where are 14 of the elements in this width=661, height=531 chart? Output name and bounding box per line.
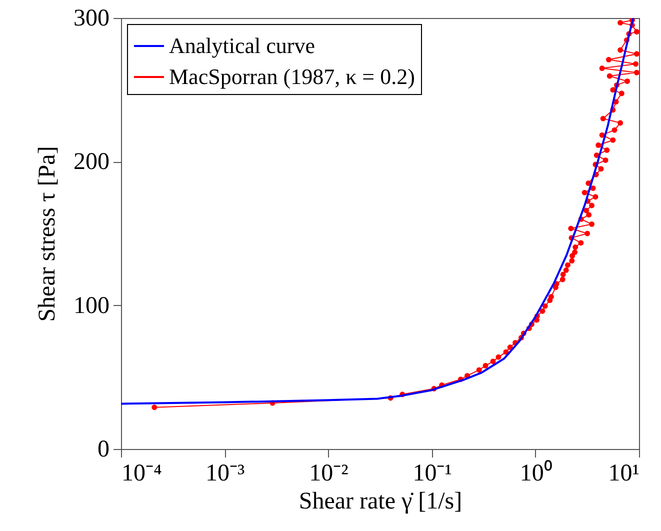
x-tick-label: 10⁻¹ <box>412 460 452 486</box>
y-axis-title: Shear stress τ [Pa] <box>34 146 60 322</box>
x-tick-label: 10⁻² <box>309 460 348 486</box>
legend-label: Analytical curve <box>169 33 315 58</box>
x-tick-label: 10⁻³ <box>206 460 245 486</box>
x-tick-label: 10⁰ <box>520 460 552 486</box>
y-tick-label: 100 <box>74 292 110 319</box>
x-tick-label: 10¹ <box>608 460 640 486</box>
y-tick-label: 0 <box>98 436 110 462</box>
y-tick-label: 300 <box>74 6 110 32</box>
legend-label: MacSporran (1987, κ = 0.2) <box>169 64 415 89</box>
y-tick-label: 200 <box>74 149 110 176</box>
x-axis-title: Shear rate γ̇ [1/s] <box>298 488 462 514</box>
x-tick-label: 10⁻⁴ <box>122 460 162 486</box>
